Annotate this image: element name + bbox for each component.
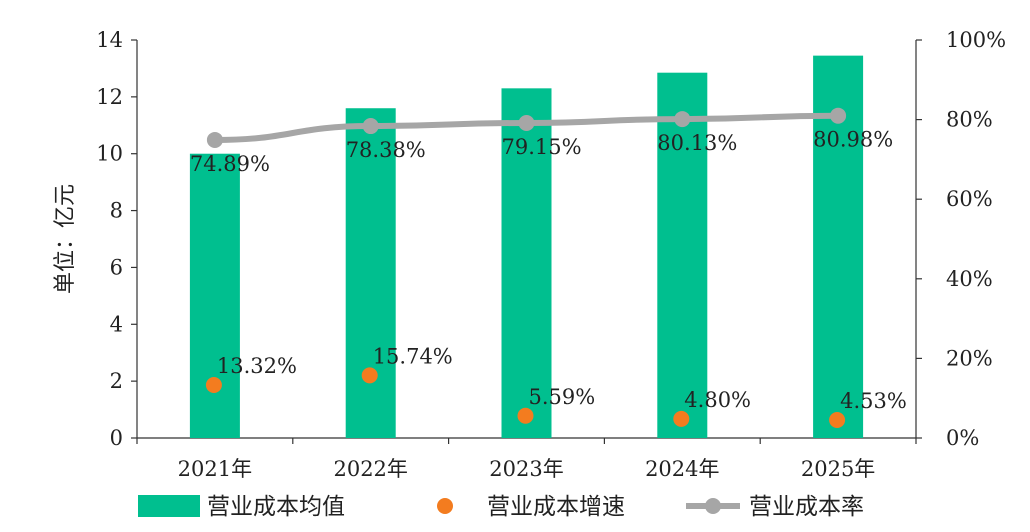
growth-value-label: 4.53% xyxy=(840,389,907,413)
left-axis-tick-label: 4 xyxy=(110,312,123,336)
legend-swatch-growth xyxy=(437,498,453,514)
growth-value-label: 13.32% xyxy=(217,354,297,378)
rate-point xyxy=(206,131,223,148)
left-axis-tick-label: 2 xyxy=(110,369,123,393)
growth-value-label: 5.59% xyxy=(529,385,596,409)
x-axis-tick-label: 2021年 xyxy=(178,457,252,481)
growth-value-label: 4.80% xyxy=(684,388,751,412)
x-axis-tick-label: 2022年 xyxy=(333,457,407,481)
rate-value-label: 78.38% xyxy=(346,138,426,162)
rate-point xyxy=(674,111,691,128)
right-axis-tick-label: 100% xyxy=(946,28,1006,52)
x-axis-tick-label: 2023年 xyxy=(489,457,563,481)
right-axis-tick-label: 0% xyxy=(946,426,979,450)
growth-point xyxy=(673,410,690,427)
growth-point xyxy=(361,367,378,384)
bar xyxy=(657,72,708,438)
left-axis-tick-label: 10 xyxy=(96,142,123,166)
bar xyxy=(501,88,552,438)
rate-point xyxy=(830,107,847,124)
left-axis-tick-label: 6 xyxy=(110,255,123,279)
right-axis-tick-label: 40% xyxy=(946,267,993,291)
legend-label-rate: 营业成本率 xyxy=(749,494,864,520)
growth-value-label: 15.74% xyxy=(373,344,453,368)
rate-value-label: 74.89% xyxy=(190,152,270,176)
growth-point xyxy=(517,407,534,424)
growth-point xyxy=(205,376,222,393)
legend-label-bar: 营业成本均值 xyxy=(207,494,345,520)
y-axis-label: 单位：亿元 xyxy=(53,184,78,294)
bar xyxy=(189,153,240,438)
growth-point xyxy=(829,411,846,428)
rate-point xyxy=(518,114,535,131)
rate-value-label: 80.13% xyxy=(657,131,737,155)
x-axis-tick-label: 2024年 xyxy=(645,457,719,481)
left-axis-tick-label: 0 xyxy=(110,426,123,450)
legend-swatch-rate-point xyxy=(705,498,721,514)
left-axis-tick-label: 8 xyxy=(110,199,123,223)
rate-value-label: 79.15% xyxy=(502,135,582,159)
left-axis-tick-label: 12 xyxy=(96,85,123,109)
legend-swatch-bar xyxy=(138,495,200,517)
legend-label-growth: 营业成本增速 xyxy=(487,494,625,520)
rate-value-label: 80.98% xyxy=(813,128,893,152)
right-axis-tick-label: 80% xyxy=(946,108,993,132)
right-axis-tick-label: 20% xyxy=(946,346,993,370)
x-axis-tick-label: 2025年 xyxy=(801,457,875,481)
rate-point xyxy=(362,118,379,135)
left-axis-tick-label: 14 xyxy=(96,28,123,52)
right-axis-tick-label: 60% xyxy=(946,187,993,211)
